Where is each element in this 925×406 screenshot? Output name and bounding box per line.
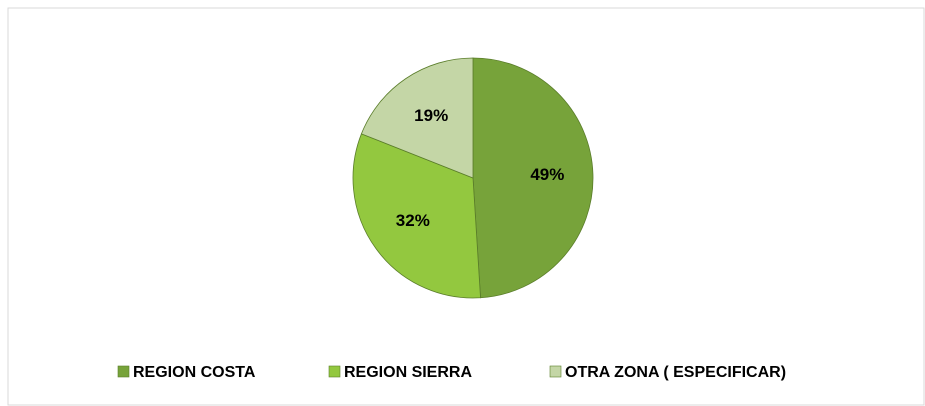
pie-slice xyxy=(472,57,594,299)
data-label: 49% xyxy=(530,165,564,184)
legend-swatch xyxy=(117,365,130,378)
legend-swatch xyxy=(549,365,562,378)
legend-swatch xyxy=(328,365,341,378)
legend-label: OTRA ZONA ( ESPECIFICAR) xyxy=(565,364,786,381)
data-label: 19% xyxy=(414,106,448,125)
legend-label: REGION SIERRA xyxy=(344,364,472,381)
legend-label: REGION COSTA xyxy=(133,364,256,381)
pie-slice xyxy=(360,57,474,179)
pie-slice xyxy=(352,133,481,299)
data-label: 32% xyxy=(396,211,430,230)
